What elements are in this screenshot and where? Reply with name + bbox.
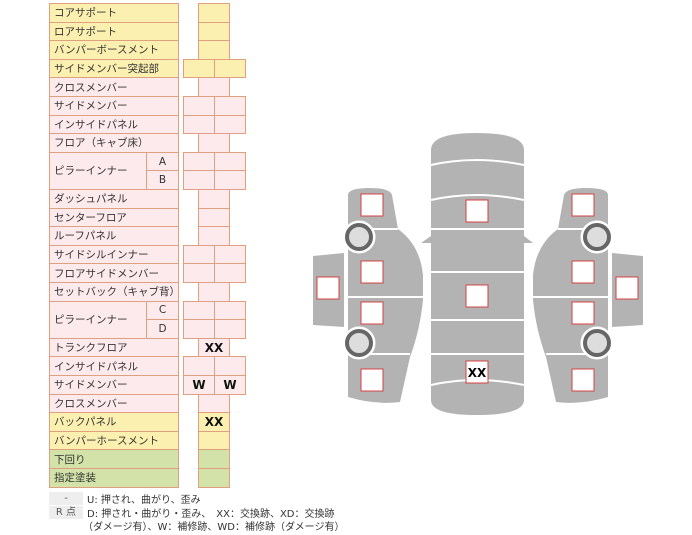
mark-box: [465, 360, 489, 384]
row-label: 指定塗装: [49, 468, 179, 488]
mark-box: [571, 260, 595, 284]
legend-text-3: （ダメージ有）、W：補修跡、WD：補修跡（ダメージ有）: [83, 522, 345, 533]
row-label: ピラーインナー: [49, 300, 147, 339]
mark-box: [465, 284, 489, 308]
mark-box: [360, 193, 384, 217]
row-label: フロア（キャブ床）: [49, 133, 179, 153]
right-body: [533, 188, 608, 403]
mark-box: [615, 276, 639, 300]
row-sub-label: C: [146, 300, 179, 321]
row-label: フロアサイドメンバー: [49, 263, 179, 283]
damage-cell-right[interactable]: [214, 170, 246, 190]
mark-box: [571, 368, 595, 392]
damage-cell-right[interactable]: [214, 58, 246, 79]
left-body: [348, 188, 423, 403]
center-rear-mark: XX: [468, 366, 487, 380]
row-label: インサイドパネル: [49, 114, 179, 135]
mark-box: [571, 193, 595, 217]
damage-cell-right[interactable]: W: [214, 375, 246, 395]
damage-cell-right[interactable]: [214, 319, 246, 339]
row-label: サイドメンバー: [49, 96, 179, 116]
mark-box: [316, 276, 340, 300]
damage-cell-right[interactable]: [214, 263, 246, 283]
row-label: サイドシルインナー: [49, 244, 179, 265]
mark-box: [571, 301, 595, 325]
mark-box: [465, 199, 489, 223]
damage-cell-right[interactable]: [214, 114, 246, 135]
damage-cell[interactable]: XX: [198, 337, 230, 358]
legend-text-1: U: 押され、曲がり、歪み: [87, 495, 201, 506]
row-label: ピラーインナー: [49, 151, 147, 190]
mark-box: [360, 260, 384, 284]
legend-text-2: D: 押され・曲がり・歪み、 XX：交換跡、XD：交換跡: [87, 509, 335, 520]
row-label: センターフロア: [49, 207, 179, 228]
legend-key-dash: -: [49, 492, 83, 505]
row-label: クロスメンバー: [49, 77, 179, 97]
mark-box: [360, 368, 384, 392]
mark-box: [360, 301, 384, 325]
row-sub-label: A: [146, 151, 179, 172]
row-label: サイドメンバー突起部: [49, 58, 179, 79]
row-label: サイドメンバー: [49, 375, 179, 395]
row-label: バンパーボースメント: [49, 40, 179, 60]
legend-key-r: R 点: [49, 506, 83, 519]
center-body: [421, 133, 533, 415]
damage-cell[interactable]: [198, 468, 230, 488]
